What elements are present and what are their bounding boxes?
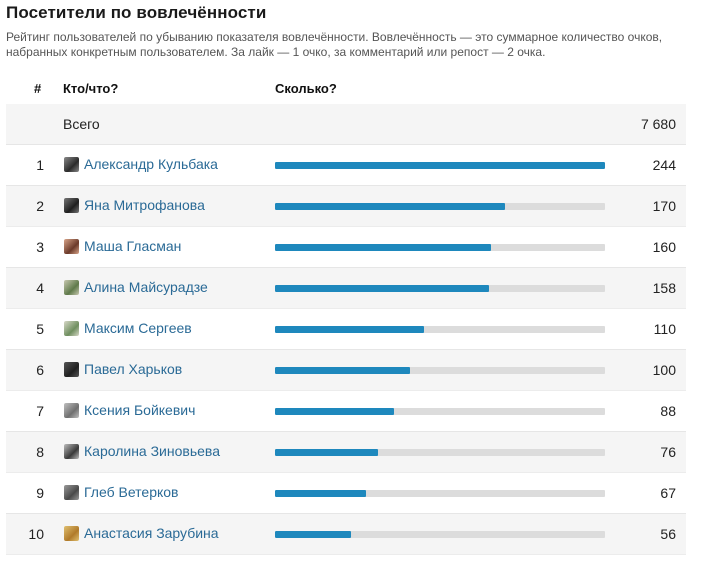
user-name-link[interactable]: Анастасия Зарубина (84, 525, 219, 541)
avatar[interactable] (64, 526, 79, 541)
rank-number: 1 (36, 157, 44, 173)
avatar[interactable] (64, 444, 79, 459)
avatar[interactable] (64, 198, 79, 213)
engagement-bar-fill (275, 449, 378, 456)
user-name-link[interactable]: Маша Гласман (84, 238, 182, 254)
engagement-bar-fill (275, 531, 351, 538)
table-row: 9 Глеб Ветерков 67 (6, 473, 686, 514)
user-name-link[interactable]: Яна Митрофанова (84, 197, 205, 213)
engagement-bar (275, 326, 605, 333)
user-name-link[interactable]: Каролина Зиновьева (84, 443, 220, 459)
avatar[interactable] (64, 362, 79, 377)
avatar[interactable] (64, 280, 79, 295)
engagement-value: 110 (653, 321, 676, 337)
rank-number: 9 (36, 485, 44, 501)
table-row: 4 Алина Майсурадзе 158 (6, 268, 686, 309)
engagement-bar-fill (275, 203, 505, 210)
engagement-bar (275, 408, 605, 415)
rank-number: 6 (36, 362, 44, 378)
rank-number: 5 (36, 321, 44, 337)
total-row: Всего 7 680 (6, 104, 686, 145)
engagement-table: Всего 7 680 1 Александр Кульбака 244 2 Яна М… (6, 104, 686, 555)
avatar[interactable] (64, 403, 79, 418)
table-row: 8 Каролина Зиновьева 76 (6, 432, 686, 473)
rank-number: 7 (36, 403, 44, 419)
total-value: 7 680 (640, 116, 676, 132)
user-name-link[interactable]: Глеб Ветерков (84, 484, 179, 500)
engagement-bar (275, 162, 605, 169)
rank-number: 8 (36, 444, 44, 460)
rank-number: 4 (36, 280, 44, 296)
avatar[interactable] (64, 157, 79, 172)
rank-number: 3 (36, 239, 44, 255)
engagement-value: 170 (652, 198, 676, 214)
engagement-bar (275, 367, 605, 374)
engagement-value: 56 (660, 526, 676, 542)
engagement-bar (275, 244, 605, 251)
engagement-value: 67 (660, 485, 676, 501)
engagement-bar (275, 531, 605, 538)
table-row: 1 Александр Кульбака 244 (6, 145, 686, 186)
total-label: Всего (63, 116, 100, 132)
page-description: Рейтинг пользователей по убыванию показа… (6, 30, 663, 59)
engagement-bar-fill (275, 408, 395, 415)
column-header-who: Кто/что? (63, 81, 119, 96)
table-row: 6 Павел Харьков 100 (6, 350, 686, 391)
user-name-link[interactable]: Ксения Бойкевич (84, 402, 196, 418)
engagement-value: 158 (652, 280, 676, 296)
column-header-how-much: Сколько? (275, 81, 337, 96)
engagement-bar (275, 490, 605, 497)
column-header-rank: # (34, 81, 42, 96)
engagement-value: 88 (660, 403, 676, 419)
avatar[interactable] (64, 485, 79, 500)
user-name-link[interactable]: Максим Сергеев (84, 320, 192, 336)
page-title: Посетители по вовлечённости (6, 3, 267, 22)
engagement-value: 76 (660, 444, 676, 460)
engagement-bar-fill (275, 367, 411, 374)
table-row: 3 Маша Гласман 160 (6, 227, 686, 268)
engagement-bar-fill (275, 162, 605, 169)
rank-number: 2 (36, 198, 44, 214)
engagement-bar (275, 203, 605, 210)
table-row: 10 Анастасия Зарубина 56 (6, 514, 686, 555)
user-name-link[interactable]: Алина Майсурадзе (84, 279, 208, 295)
avatar[interactable] (64, 239, 79, 254)
engagement-bar-fill (275, 244, 492, 251)
engagement-bar-fill (275, 285, 489, 292)
engagement-bar-fill (275, 490, 366, 497)
table-header: # Кто/что? Сколько? (0, 76, 701, 102)
table-row: 2 Яна Митрофанова 170 (6, 186, 686, 227)
rank-number: 10 (28, 526, 44, 542)
engagement-bar-fill (275, 326, 424, 333)
engagement-value: 100 (652, 362, 676, 378)
engagement-bar (275, 449, 605, 456)
avatar[interactable] (64, 321, 79, 336)
table-row: 7 Ксения Бойкевич 88 (6, 391, 686, 432)
engagement-bar (275, 285, 605, 292)
user-name-link[interactable]: Павел Харьков (84, 361, 183, 377)
engagement-value: 244 (652, 157, 676, 173)
engagement-value: 160 (652, 239, 676, 255)
user-name-link[interactable]: Александр Кульбака (84, 156, 218, 172)
table-row: 5 Максим Сергеев 110 (6, 309, 686, 350)
